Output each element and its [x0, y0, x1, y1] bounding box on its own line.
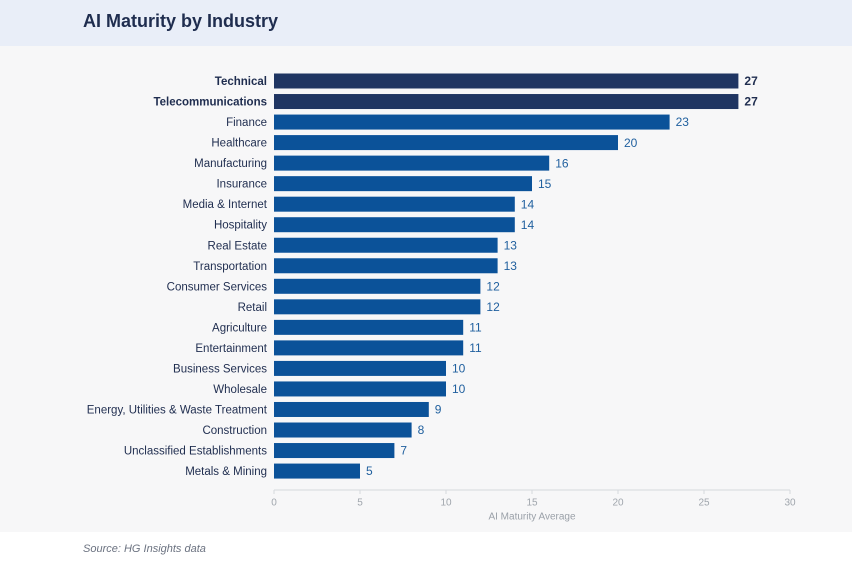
value-label: 12 [486, 279, 500, 293]
bar [274, 135, 618, 151]
value-label: 11 [469, 321, 482, 335]
x-tick-label: 0 [271, 498, 277, 509]
value-label: 16 [555, 156, 569, 170]
bar [274, 360, 446, 376]
value-label: 8 [418, 423, 425, 437]
bar [274, 237, 498, 253]
bar [274, 340, 464, 356]
value-label: 10 [452, 362, 466, 376]
value-label: 14 [521, 218, 535, 232]
x-tick-label: 20 [612, 498, 624, 509]
x-tick-label: 30 [784, 498, 796, 509]
y-tick-label: Retail [238, 302, 267, 314]
y-tick-label: Media & Internet [183, 199, 268, 211]
bar [274, 114, 670, 130]
value-label: 13 [504, 238, 518, 252]
value-label: 20 [624, 136, 638, 150]
y-tick-label: Healthcare [211, 138, 267, 150]
x-tick-label: 25 [698, 498, 710, 509]
chart-title: AI Maturity by Industry [83, 11, 278, 31]
y-tick-label: Construction [202, 425, 267, 437]
bar [274, 422, 412, 438]
y-tick-label: Transportation [193, 261, 267, 273]
value-label: 9 [435, 403, 442, 417]
y-tick-label: Finance [226, 117, 267, 129]
y-tick-label: Telecommunications [153, 97, 267, 109]
x-axis-label: AI Maturity Average [488, 512, 576, 523]
source-note: Source: HG Insights data [83, 543, 206, 555]
bar [274, 278, 481, 294]
y-tick-label: Manufacturing [194, 158, 267, 170]
y-tick-label: Wholesale [213, 384, 267, 396]
value-label: 5 [366, 464, 373, 478]
y-tick-label: Insurance [216, 179, 267, 191]
x-tick-label: 15 [526, 498, 538, 509]
bar [274, 401, 429, 417]
bar [274, 381, 446, 397]
bar [274, 176, 532, 192]
bar [274, 73, 739, 89]
y-tick-label: Metals & Mining [185, 466, 267, 478]
value-label: 10 [452, 382, 466, 396]
bar [274, 319, 464, 335]
y-tick-label: Consumer Services [167, 281, 268, 293]
value-label: 27 [744, 74, 758, 88]
y-tick-label: Hospitality [214, 220, 267, 232]
y-tick-label: Technical [215, 76, 267, 88]
value-label: 14 [521, 197, 535, 211]
x-tick-label: 10 [440, 498, 452, 509]
bar [274, 463, 360, 479]
value-label: 23 [676, 115, 690, 129]
bar [274, 443, 395, 459]
bar [274, 196, 515, 212]
bar [274, 155, 550, 171]
bar [274, 94, 739, 110]
value-label: 11 [469, 341, 482, 355]
x-tick-label: 5 [357, 498, 363, 509]
y-tick-label: Business Services [173, 363, 267, 375]
value-label: 7 [400, 444, 407, 458]
bar [274, 299, 481, 315]
y-tick-label: Real Estate [208, 240, 267, 252]
value-label: 12 [486, 300, 500, 314]
value-label: 27 [744, 95, 758, 109]
value-label: 15 [538, 177, 552, 191]
y-tick-label: Entertainment [195, 343, 267, 355]
y-tick-label: Agriculture [212, 322, 267, 334]
y-tick-label: Unclassified Establishments [124, 446, 267, 458]
bar [274, 217, 515, 233]
bar [274, 258, 498, 274]
value-label: 13 [504, 259, 518, 273]
y-tick-label: Energy, Utilities & Waste Treatment [87, 405, 268, 417]
header-band [0, 0, 852, 46]
